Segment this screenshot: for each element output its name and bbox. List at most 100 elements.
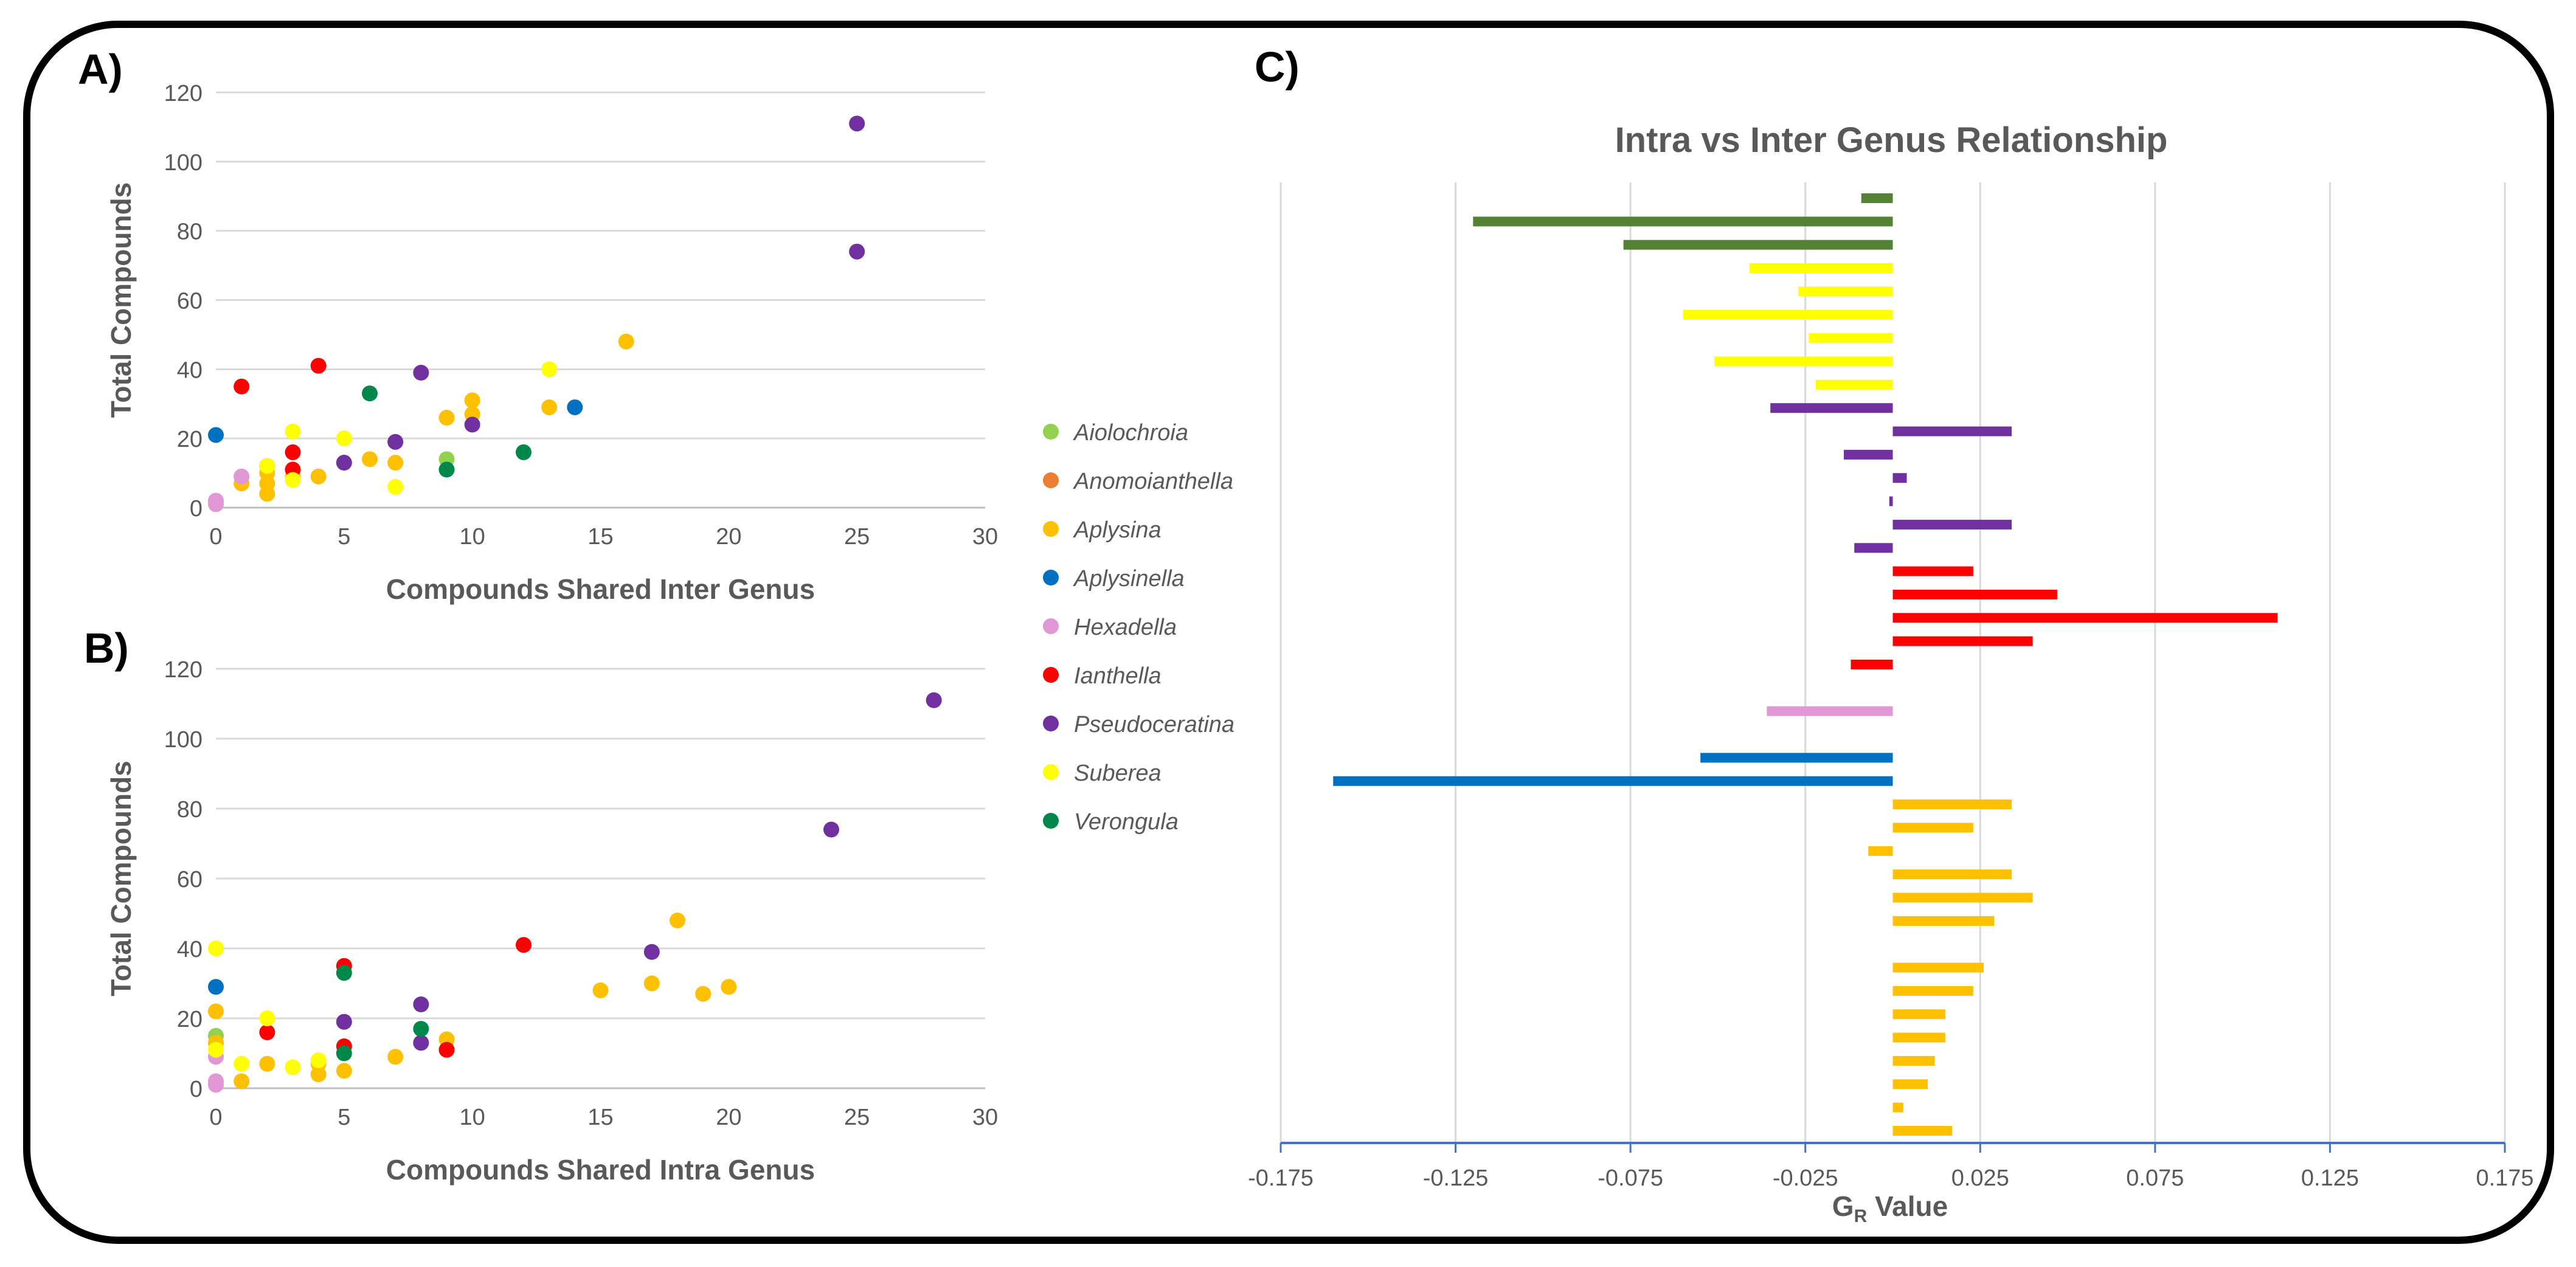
chart-a-point-suberea-2 — [285, 423, 301, 440]
chart-b-xtick-10: 10 — [460, 1105, 485, 1130]
chart-b-point-suberea-2 — [234, 1055, 250, 1072]
chart-b-point-pseudoceratina-4 — [823, 821, 839, 838]
chart-c-bar-aplysina-27 — [1892, 823, 1973, 833]
chart-c-bar-verongulabar-1 — [1473, 216, 1893, 227]
scatter-chart-a: 0 20 40 60 80 100 120 0 5 10 15 20 25 30 Compounds Sha… — [105, 81, 998, 605]
bar-chart-c: Intra vs Inter Genus Relationship -0.175 -… — [1248, 120, 2533, 1226]
chart-a-point-aplysina-11 — [541, 399, 558, 415]
chart-c-bar-ianthella-16 — [1892, 566, 1973, 576]
legend-marker-suberea — [1043, 764, 1059, 780]
chart-a-ylabel: Total Compounds — [105, 182, 137, 418]
chart-c-bar-aplysina-37 — [1892, 1055, 1935, 1066]
chart-c-bar-aplysinella-24 — [1700, 753, 1893, 763]
legend-label-aplysina: Aplysina — [1073, 517, 1162, 543]
legend-marker-aplysina — [1043, 521, 1059, 537]
chart-a-point-ianthella-3 — [285, 444, 301, 460]
chart-c-bar-ianthella-19 — [1892, 636, 2033, 646]
chart-a-point-suberea-1 — [285, 472, 301, 488]
chart-c-xtick-0-025: 0.025 — [1951, 1165, 2009, 1191]
chart-a-ytick-100: 100 — [164, 150, 203, 176]
chart-a-point-suberea-0 — [259, 458, 275, 474]
chart-c-bar-suberea-5 — [1683, 309, 1893, 320]
chart-a-point-verongula-2 — [516, 444, 531, 460]
chart-c-bar-pseudoceratina-12 — [1892, 473, 1907, 483]
chart-a-point-pseudoceratina-2 — [413, 365, 429, 381]
chart-b-xlabel: Compounds Shared Intra Genus — [386, 1154, 815, 1186]
chart-c-xtick-0-125: 0.125 — [2301, 1165, 2359, 1191]
chart-a-ytick-80: 80 — [177, 219, 203, 245]
chart-c-xlabel-sub: R — [1854, 1206, 1868, 1226]
chart-b-point-suberea-4 — [285, 1059, 301, 1075]
chart-b-point-verongula-2 — [413, 1021, 429, 1037]
chart-b-ytick-120: 120 — [164, 657, 203, 683]
chart-c-bar-aplysina-30 — [1892, 892, 2033, 903]
legend-label-suberea: Suberea — [1074, 761, 1162, 786]
chart-c-xtick-0-175: -0.175 — [1248, 1165, 1314, 1191]
chart-c-bar-ianthella-17 — [1892, 589, 2057, 599]
chart-b-point-pseudoceratina-0 — [336, 1013, 352, 1030]
chart-c-bar-hexadella-22 — [1767, 706, 1893, 716]
legend-label-aplysinella: Aplysinella — [1073, 566, 1185, 592]
chart-a-point-ianthella-4 — [310, 357, 327, 374]
chart-b-point-aplysina-3 — [259, 1055, 275, 1072]
chart-b-point-aplysina-9 — [592, 982, 609, 998]
chart-a-xtick-25: 25 — [844, 524, 870, 550]
legend-label-aiolochroia: Aiolochroia — [1073, 420, 1188, 446]
chart-b-xtick-20: 20 — [716, 1105, 741, 1130]
chart-a-xlabel: Compounds Shared Inter Genus — [386, 573, 815, 605]
chart-b-xtick-25: 25 — [844, 1105, 870, 1130]
chart-b-ytick-100: 100 — [164, 727, 203, 753]
legend-label-anomoianthella: Anomoianthella — [1073, 469, 1233, 494]
figure-border — [23, 21, 2554, 1244]
chart-c-bar-aplysina-28 — [1868, 846, 1893, 856]
legend-marker-anomoianthella — [1043, 472, 1059, 488]
chart-b-xtick-15: 15 — [587, 1105, 613, 1130]
chart-c-title: Intra vs Inter Genus Relationship — [1615, 120, 2168, 160]
chart-a-point-aplysinella-0 — [208, 427, 224, 443]
chart-b-point-pseudoceratina-1 — [413, 1035, 429, 1051]
chart-c-bar-aplysina-26 — [1892, 799, 2012, 810]
chart-b-xtick-30: 30 — [972, 1105, 998, 1130]
chart-b-xtick-5: 5 — [338, 1105, 350, 1130]
chart-b-point-pseudoceratina-2 — [413, 996, 429, 1012]
chart-c-xtick-0-075: -0.075 — [1598, 1165, 1663, 1191]
legend: Aiolochroia Anomoianthella Aplysina Aplysin… — [1043, 420, 1234, 835]
chart-b-ytick-80: 80 — [177, 797, 203, 823]
chart-c-bar-aplysina-34 — [1892, 986, 1973, 996]
chart-a-point-aplysina-7 — [387, 455, 404, 471]
legend-marker-aplysinella — [1043, 570, 1059, 585]
chart-b-point-ianthella-3 — [438, 1041, 455, 1058]
chart-a-point-pseudoceratina-4 — [849, 243, 865, 260]
chart-c-bar-suberea-6 — [1809, 333, 1893, 344]
chart-b-point-aplysina-6 — [336, 1063, 352, 1079]
chart-b-ytick-0: 0 — [190, 1077, 203, 1102]
chart-c-bar-aplysina-36 — [1892, 1032, 1945, 1043]
chart-a-point-suberea-3 — [336, 430, 352, 447]
chart-a-point-verongula-0 — [362, 385, 378, 402]
chart-a-point-aplysina-12 — [618, 333, 634, 350]
chart-c-bar-aplysina-38 — [1892, 1079, 1928, 1089]
chart-c-bar-aplysina-29 — [1892, 869, 2012, 880]
chart-a-point-aplysinella-1 — [567, 399, 583, 415]
chart-c-bar-ianthella-20 — [1851, 660, 1893, 669]
chart-b-point-aplysinella-0 — [208, 979, 224, 995]
chart-a-point-pseudoceratina-0 — [336, 455, 352, 471]
chart-c-bar-aplysina-33 — [1892, 962, 1984, 973]
chart-a-point-suberea-4 — [387, 478, 404, 495]
chart-a-point-pseudoceratina-3 — [464, 416, 480, 433]
chart-a-point-verongula-1 — [438, 461, 455, 478]
chart-b-point-aplysina-0 — [208, 1003, 224, 1020]
chart-a-point-pseudoceratina-1 — [387, 433, 404, 450]
chart-a-point-ianthella-0 — [234, 378, 250, 395]
chart-c-bar-verongulabar-2 — [1623, 240, 1893, 250]
chart-c-bar-suberea-8 — [1815, 379, 1893, 390]
chart-c-xtick-0-125: -0.125 — [1423, 1165, 1489, 1191]
chart-c-bar-suberea-3 — [1749, 263, 1893, 274]
chart-c-bar-suberea-7 — [1714, 356, 1893, 367]
legend-marker-ianthella — [1043, 667, 1059, 683]
chart-a-ytick-20: 20 — [177, 427, 203, 452]
chart-c-bar-pseudoceratina-14 — [1892, 519, 2012, 530]
chart-c-bar-aplysina-35 — [1892, 1009, 1945, 1020]
chart-b-point-aplysina-12 — [695, 986, 712, 1002]
